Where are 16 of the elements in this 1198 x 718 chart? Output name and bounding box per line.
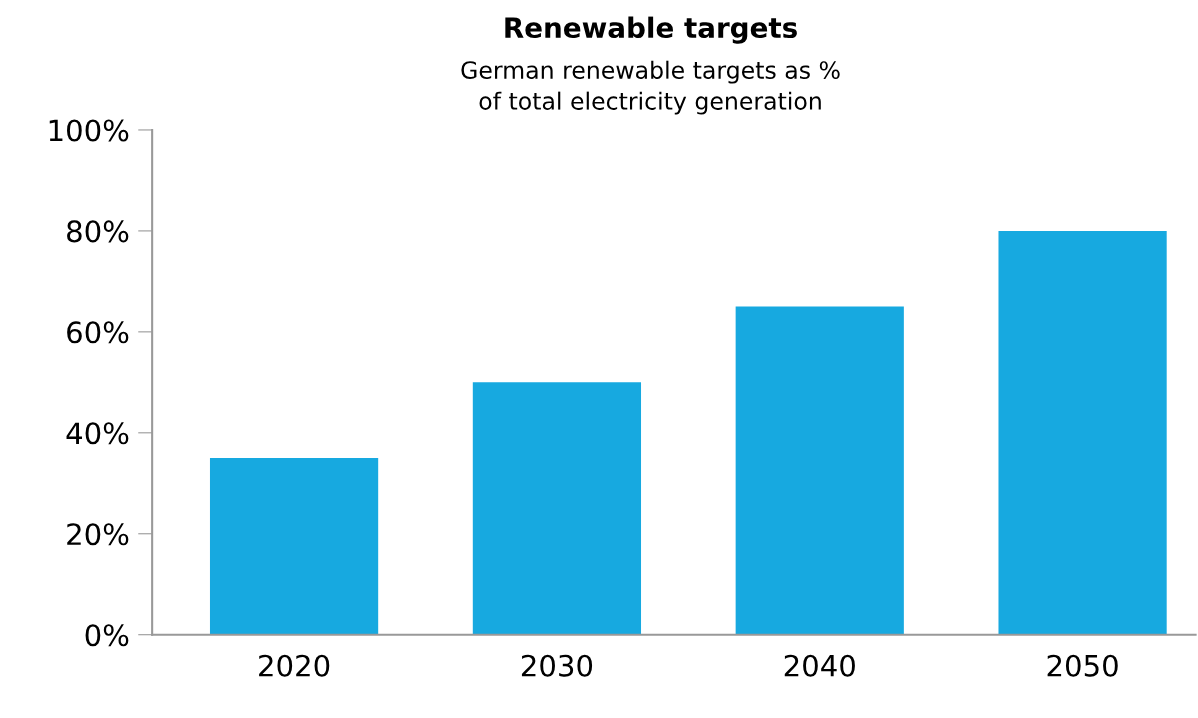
bar <box>209 458 379 635</box>
y-tick-label: 0% <box>85 624 129 647</box>
x-tick-label: 2020 <box>259 654 330 677</box>
chart-subtitle: German renewable targets as % of total electricity generation <box>461 60 840 115</box>
y-tick-label: 80% <box>67 220 129 243</box>
y-tick-label: 100% <box>49 119 129 142</box>
y-tick-label: 60% <box>67 321 129 344</box>
bar <box>472 382 642 635</box>
y-tick-label: 40% <box>66 422 129 445</box>
x-tick-label: 2040 <box>784 654 855 677</box>
x-tick-label: 2030 <box>521 654 593 677</box>
y-tick-label: 20% <box>67 523 129 546</box>
chart-title: Renewable targets <box>505 16 797 44</box>
bar <box>735 306 904 635</box>
bar <box>998 230 1167 635</box>
x-tick-label: 2050 <box>1047 654 1118 677</box>
